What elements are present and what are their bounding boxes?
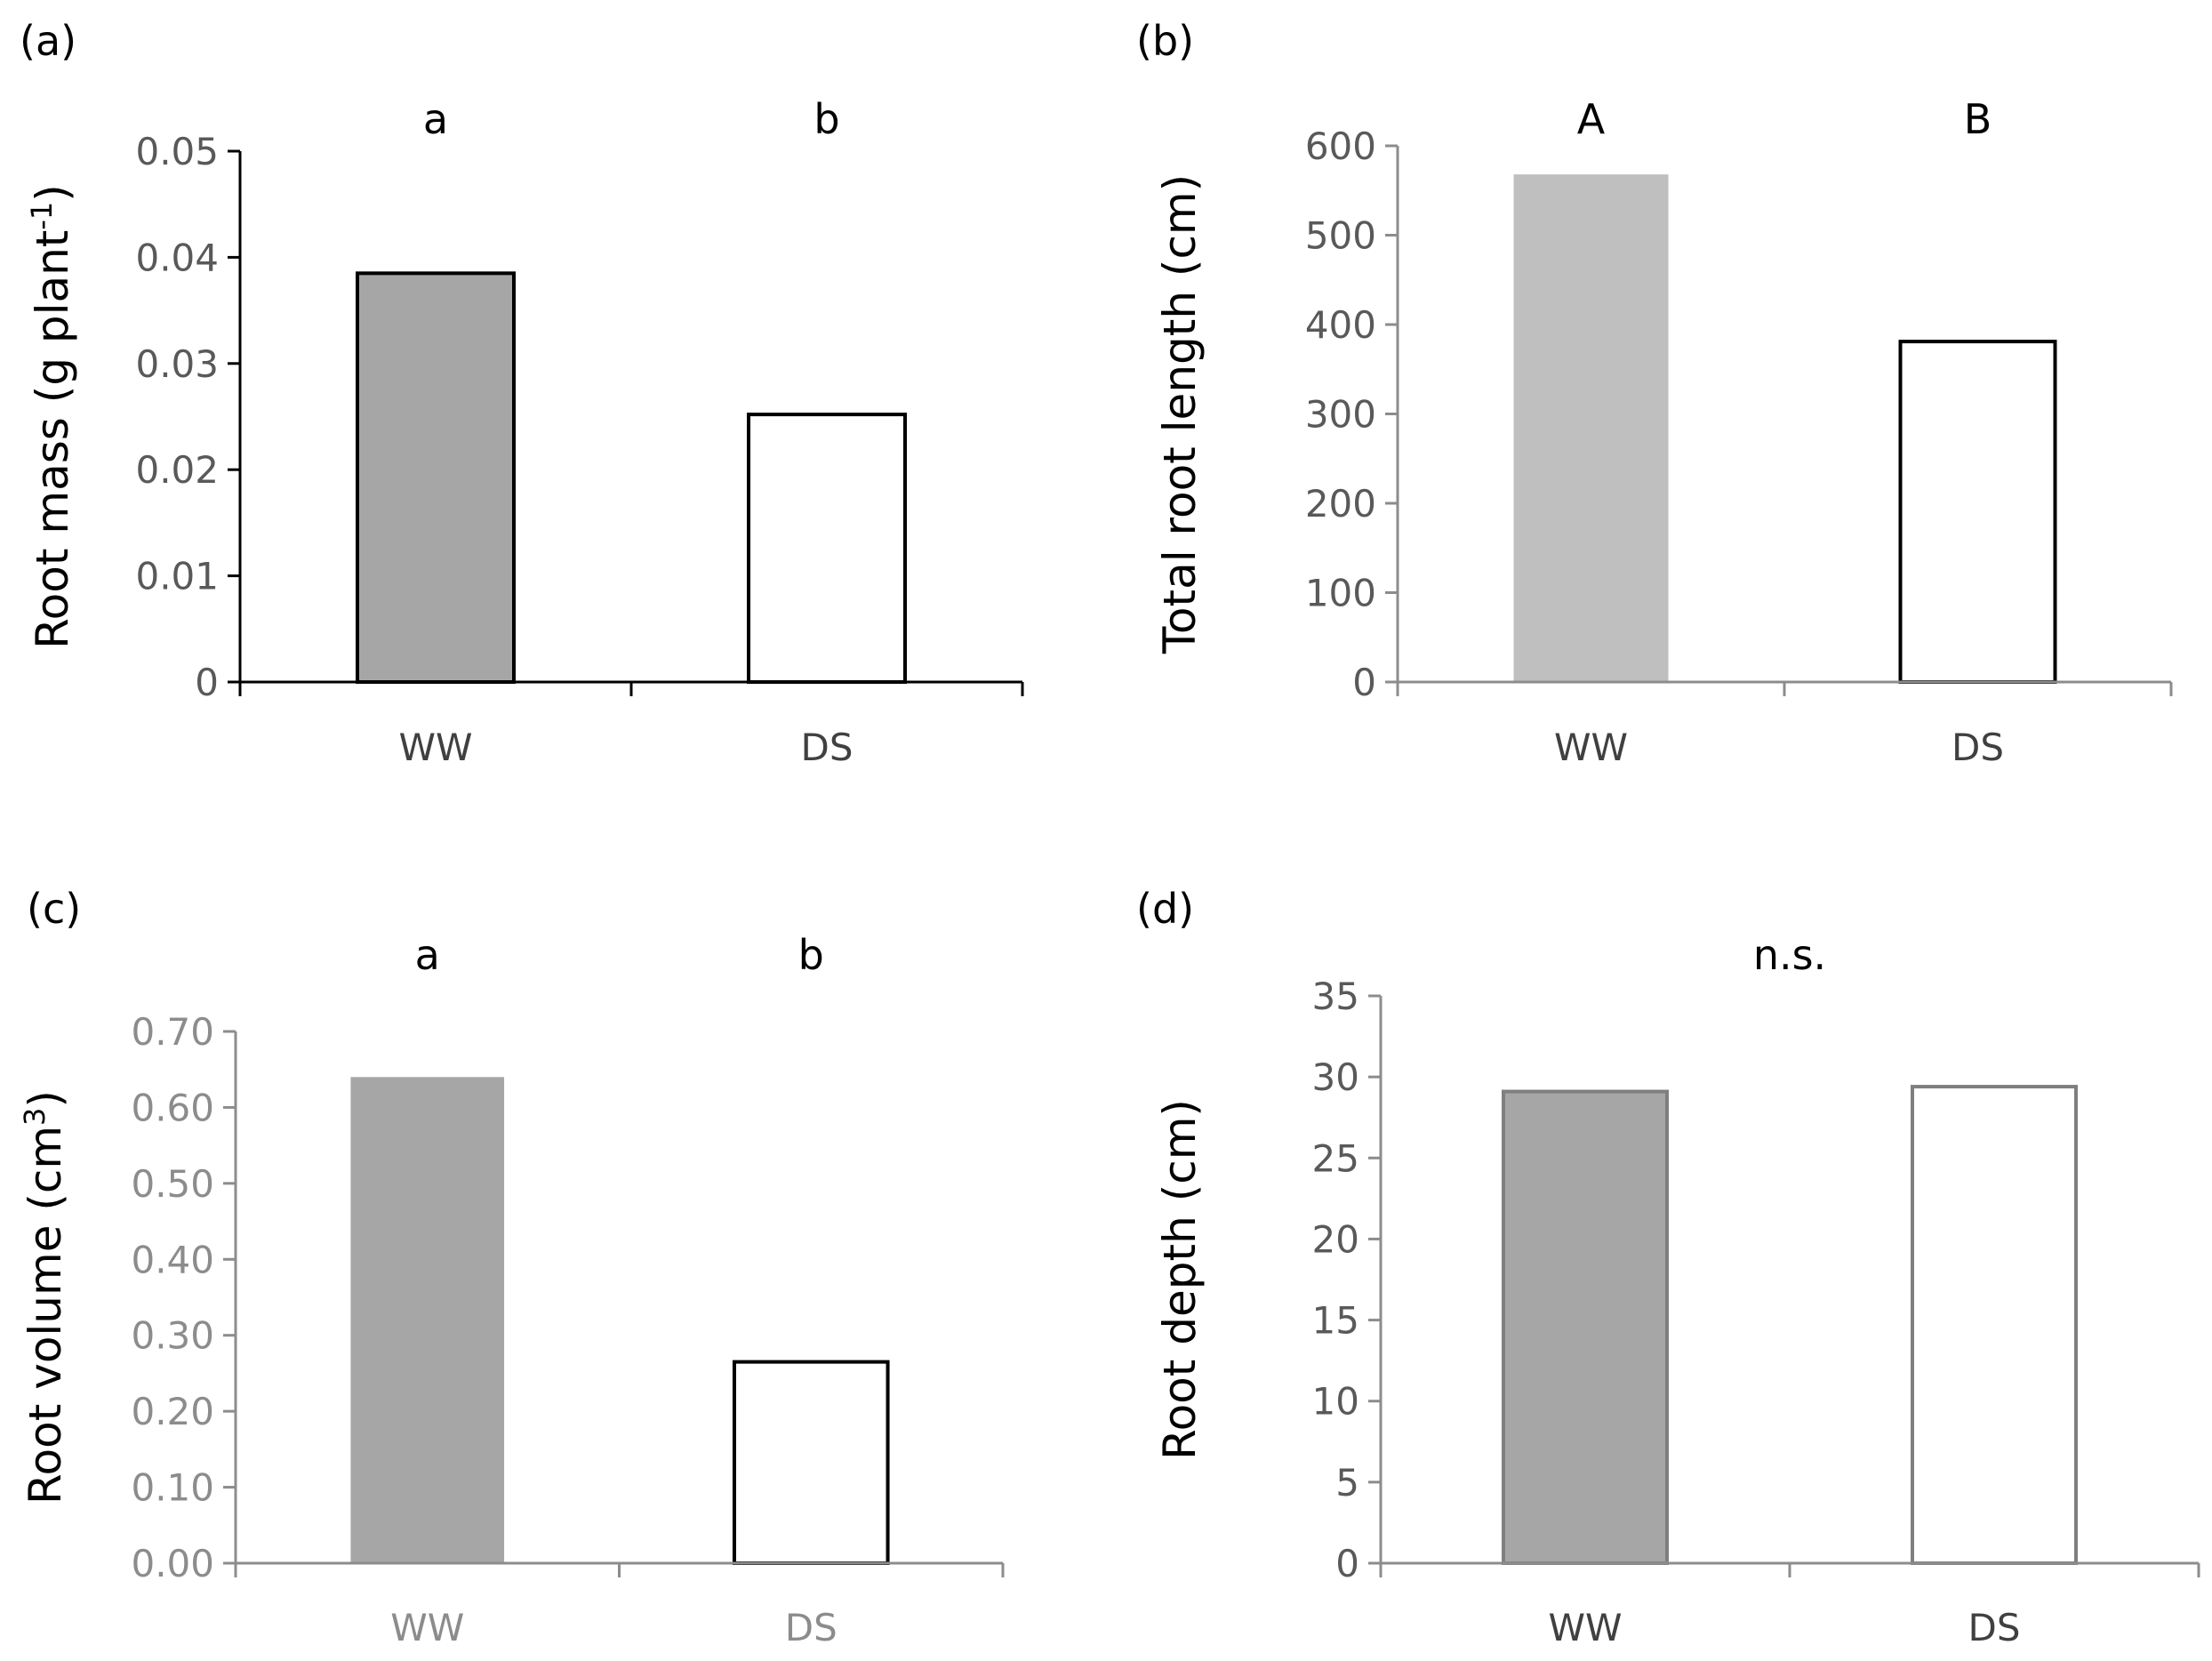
panel-label: (a)	[20, 17, 76, 65]
y-tick-label: 0.00	[131, 1542, 214, 1585]
category-label: WW	[390, 1606, 464, 1649]
y-tick-label: 0.10	[131, 1466, 214, 1510]
panel-label: (d)	[1136, 885, 1194, 933]
y-tick-label: 500	[1305, 214, 1376, 258]
y-axis-label-text: Total root length (cm)	[1154, 174, 1206, 654]
y-tick-label: 0.20	[131, 1390, 214, 1433]
category-label: DS	[785, 1606, 838, 1649]
y-tick-label: 15	[1312, 1299, 1359, 1343]
y-tick-label: 200	[1305, 482, 1376, 526]
bar-ds	[1898, 340, 2057, 684]
significance-letter: b	[798, 931, 824, 979]
y-axis-label-text: Root volume (cm	[20, 1126, 71, 1505]
bar-ww	[1502, 1089, 1669, 1565]
y-axis-label: Root depth (cm)	[1154, 1099, 1206, 1460]
y-axis-label-superscript: -1	[25, 202, 59, 230]
y-tick-label: 20	[1312, 1217, 1359, 1261]
y-tick-label: 0.60	[131, 1086, 214, 1129]
significance-label: n.s.	[1753, 931, 1826, 979]
bar-ww	[356, 271, 516, 684]
y-tick-label: 0.50	[131, 1162, 214, 1206]
panel-a: (a) 0 0.01 0.02 0.03 0.04 0.05 WW DS a b Root mass …	[20, 17, 1024, 769]
panel-d: (d) 0 5 10 15 20 25 30 35 WW DS n.s. Root depth (cm)	[1136, 885, 2200, 1649]
y-tick-label: 0.30	[131, 1314, 214, 1358]
y-tick-label: 0.40	[131, 1238, 214, 1281]
y-tick-label: 0	[1335, 1542, 1359, 1585]
category-label: WW	[1554, 726, 1628, 769]
y-tick-label: 300	[1305, 393, 1376, 437]
y-axis-label: Root mass (g plant-1)	[25, 184, 78, 649]
y-tick-label: 400	[1305, 303, 1376, 347]
y-tick-label: 0.04	[135, 236, 219, 279]
y-tick-label: 5	[1335, 1461, 1359, 1505]
category-label: DS	[1952, 726, 2004, 769]
y-axis-label-tail: )	[20, 1090, 71, 1108]
y-axis-label-text: Root depth (cm)	[1154, 1099, 1206, 1460]
y-tick-label: 0	[195, 661, 219, 704]
significance-letter: a	[415, 931, 440, 979]
significance-letter: A	[1577, 95, 1606, 143]
bar-ds	[1911, 1085, 2078, 1565]
bar-ww	[350, 1077, 505, 1563]
y-tick-label: 25	[1312, 1136, 1359, 1180]
category-label: WW	[1548, 1606, 1622, 1649]
y-axis-label-superscript: 3	[18, 1108, 52, 1126]
y-tick-label: 0.05	[135, 130, 219, 173]
significance-letter: a	[423, 95, 448, 143]
bar-ds	[747, 413, 907, 684]
category-label: DS	[800, 726, 853, 769]
y-tick-label: 30	[1312, 1055, 1359, 1099]
bar-ww	[1513, 174, 1669, 682]
y-axis-label: Total root length (cm)	[1154, 174, 1206, 654]
y-tick-label: 600	[1305, 124, 1376, 168]
y-tick-label: 0.03	[135, 342, 219, 386]
significance-letter: B	[1964, 95, 1992, 143]
panel-label: (c)	[27, 885, 81, 933]
category-label: DS	[1968, 1606, 2020, 1649]
y-tick-label: 0.02	[135, 448, 219, 492]
y-axis-label: Root volume (cm3)	[18, 1090, 71, 1505]
y-tick-label: 10	[1312, 1380, 1359, 1424]
y-tick-label: 100	[1305, 572, 1376, 615]
category-label: WW	[398, 726, 472, 769]
y-axis-label-text: Root mass (g plant	[27, 230, 78, 649]
y-tick-label: 0	[1352, 661, 1376, 704]
panel-b: (b) 0 100 200 300 400 500 600 WW DS A B Total root l…	[1136, 17, 2173, 769]
significance-letter: b	[813, 95, 839, 143]
panel-label: (b)	[1136, 17, 1194, 65]
y-tick-label: 0.70	[131, 1010, 214, 1054]
panel-c: (c) 0.00 0.10 0.20 0.30 0.40 0.50 0.60 0.70 WW DS a…	[18, 885, 1005, 1649]
y-axis-label-tail: )	[27, 184, 78, 202]
bar-ds	[732, 1360, 890, 1565]
y-tick-label: 0.01	[135, 555, 219, 598]
y-tick-label: 35	[1312, 975, 1359, 1018]
